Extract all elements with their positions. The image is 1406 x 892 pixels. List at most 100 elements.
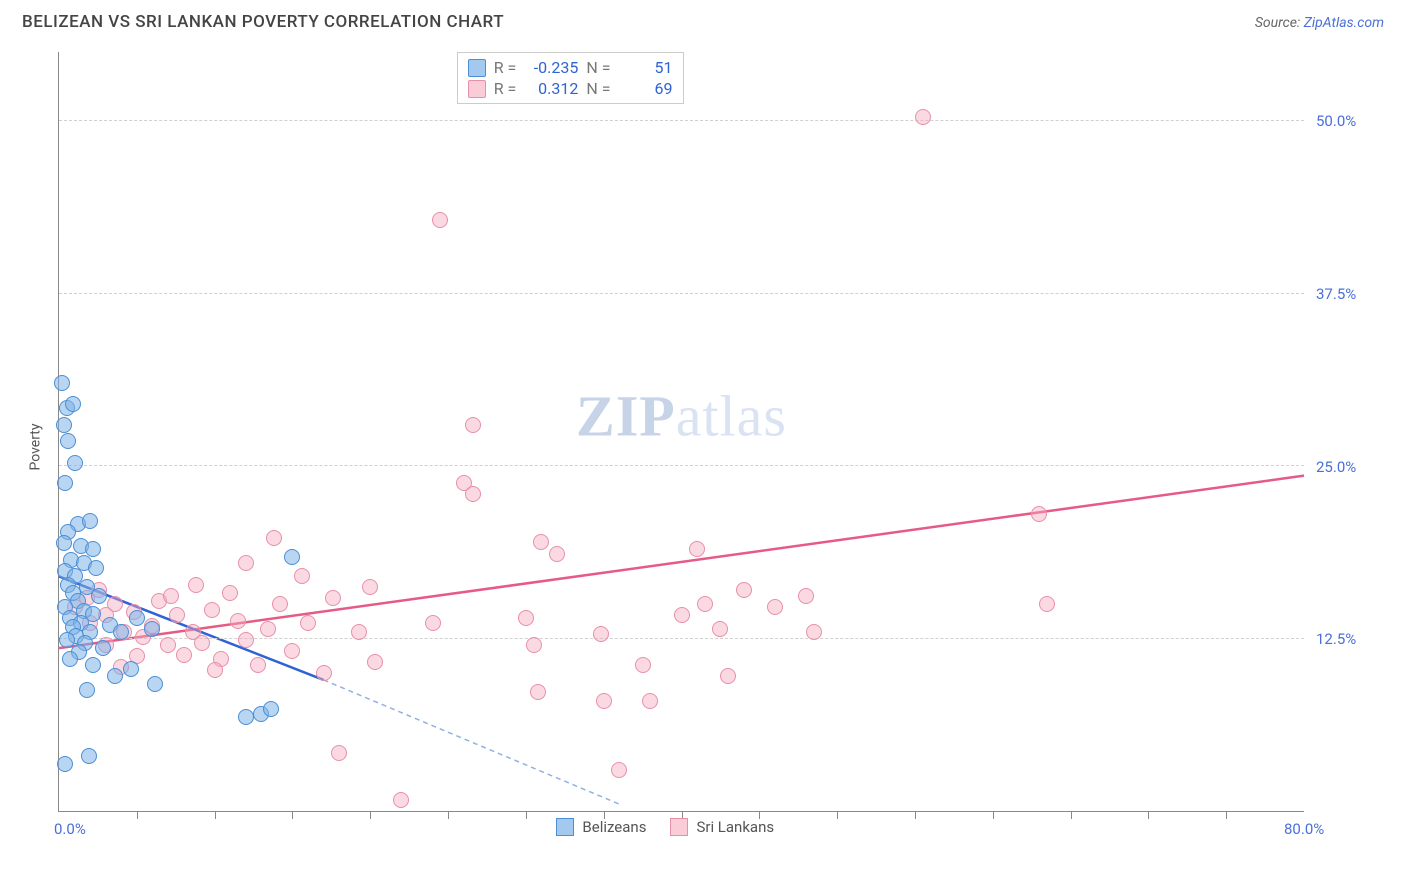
point-belizean — [85, 657, 101, 673]
point-srilankan — [465, 417, 481, 433]
point-belizean — [147, 676, 163, 692]
x-axis-origin-label: 0.0% — [54, 820, 86, 838]
point-srilankan — [284, 643, 300, 659]
point-srilankan — [593, 626, 609, 642]
legend-label-srilankans: Sri Lankans — [696, 818, 774, 836]
point-srilankan — [674, 607, 690, 623]
y-tick-label: 12.5% — [1316, 630, 1356, 648]
point-srilankan — [272, 596, 288, 612]
x-tick — [1226, 811, 1227, 819]
point-belizean — [113, 624, 129, 640]
point-srilankan — [1031, 506, 1047, 522]
point-srilankan — [425, 615, 441, 631]
point-srilankan — [635, 657, 651, 673]
point-srilankan — [238, 555, 254, 571]
point-srilankan — [300, 615, 316, 631]
source-name: ZipAtlas.com — [1304, 15, 1384, 31]
y-axis-label: Poverty — [28, 423, 44, 470]
x-tick — [215, 811, 216, 819]
point-srilankan — [266, 530, 282, 546]
point-srilankan — [465, 486, 481, 502]
x-tick — [370, 811, 371, 819]
point-srilankan — [176, 647, 192, 663]
series-legend: Belizeans Sri Lankans — [556, 818, 774, 836]
point-srilankan — [325, 590, 341, 606]
n-label: N = — [586, 58, 610, 77]
source-label: Source: — [1255, 15, 1300, 31]
gridline-h — [59, 120, 1304, 121]
point-srilankan — [806, 624, 822, 640]
point-srilankan — [331, 745, 347, 761]
point-belizean — [107, 668, 123, 684]
x-tick — [993, 811, 994, 819]
point-srilankan — [169, 607, 185, 623]
x-tick — [292, 811, 293, 819]
point-srilankan — [736, 582, 752, 598]
point-belizean — [82, 513, 98, 529]
point-srilankan — [596, 693, 612, 709]
belizeans-r-value: -0.235 — [524, 58, 578, 77]
x-tick — [837, 811, 838, 819]
source-link[interactable]: Source: ZipAtlas.com — [1255, 15, 1384, 31]
point-belizean — [57, 475, 73, 491]
swatch-blue-icon — [468, 59, 486, 77]
point-srilankan — [260, 621, 276, 637]
point-srilankan — [549, 546, 565, 562]
point-belizean — [56, 535, 72, 551]
y-tick-label: 37.5% — [1316, 285, 1356, 303]
plot-area: ZIPatlas — [58, 52, 1304, 812]
point-belizean — [129, 610, 145, 626]
point-belizean — [54, 375, 70, 391]
point-srilankan — [230, 613, 246, 629]
point-srilankan — [222, 585, 238, 601]
point-srilankan — [238, 632, 254, 648]
point-srilankan — [697, 596, 713, 612]
swatch-pink-icon — [468, 80, 486, 98]
point-srilankan — [194, 635, 210, 651]
point-srilankan — [689, 541, 705, 557]
point-srilankan — [160, 637, 176, 653]
legend-item-belizeans[interactable]: Belizeans — [556, 818, 646, 836]
point-belizean — [284, 549, 300, 565]
y-tick-label: 25.0% — [1316, 458, 1356, 476]
point-srilankan — [207, 662, 223, 678]
point-srilankan — [530, 684, 546, 700]
x-tick — [526, 811, 527, 819]
point-srilankan — [533, 534, 549, 550]
gridline-h — [59, 293, 1304, 294]
x-tick — [137, 811, 138, 819]
trend-line — [324, 680, 620, 804]
point-srilankan — [915, 109, 931, 125]
point-belizean — [91, 588, 107, 604]
point-srilankan — [526, 637, 542, 653]
point-belizean — [65, 396, 81, 412]
point-srilankan — [204, 602, 220, 618]
point-srilankan — [798, 588, 814, 604]
belizeans-n-value: 51 — [619, 58, 673, 77]
point-srilankan — [250, 657, 266, 673]
point-srilankan — [767, 599, 783, 615]
point-srilankan — [367, 654, 383, 670]
stats-legend-box: R = -0.235 N = 51 R = 0.312 N = 69 — [457, 52, 684, 104]
point-belizean — [95, 640, 111, 656]
srilankans-r-value: 0.312 — [524, 79, 578, 98]
r-label: R = — [494, 58, 517, 77]
trend-lines-svg — [59, 52, 1304, 811]
swatch-pink-icon — [670, 818, 688, 836]
point-belizean — [57, 756, 73, 772]
chart-container: Poverty ZIPatlas R = -0.235 N = 51 R = 0… — [22, 42, 1384, 852]
x-tick — [1148, 811, 1149, 819]
point-srilankan — [642, 693, 658, 709]
point-belizean — [88, 560, 104, 576]
stats-row-srilankans: R = 0.312 N = 69 — [468, 78, 673, 99]
point-srilankan — [362, 579, 378, 595]
legend-item-srilankans[interactable]: Sri Lankans — [670, 818, 774, 836]
point-belizean — [238, 709, 254, 725]
point-srilankan — [712, 621, 728, 637]
point-belizean — [144, 621, 160, 637]
point-belizean — [81, 748, 97, 764]
gridline-h — [59, 465, 1304, 466]
point-srilankan — [393, 792, 409, 808]
swatch-blue-icon — [556, 818, 574, 836]
r-label: R = — [494, 79, 517, 98]
